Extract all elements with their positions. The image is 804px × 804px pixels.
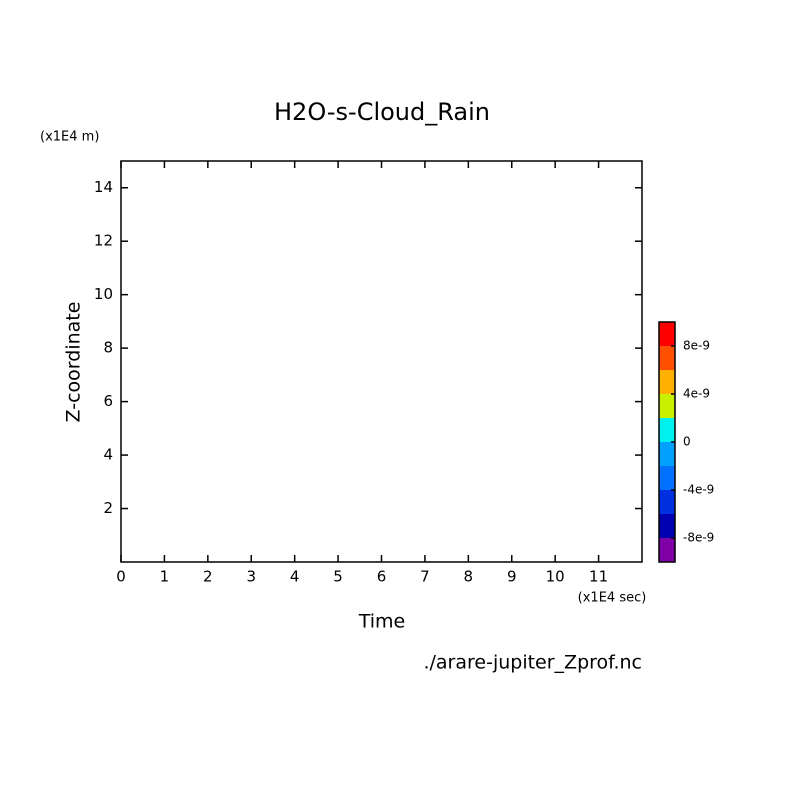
colorbar-tick-label: -4e-9 <box>683 483 714 497</box>
colorbar-tick-label: -8e-9 <box>683 531 714 545</box>
x-tick-label: 6 <box>377 568 387 586</box>
y-tick-label: 14 <box>94 178 113 196</box>
colorbar-segment <box>659 418 675 442</box>
y-tick-label: 10 <box>94 285 113 303</box>
y-tick-label: 12 <box>94 232 113 250</box>
y-unit: (x1E4 m) <box>40 130 99 145</box>
x-axis-label: Time <box>358 611 406 633</box>
colorbar-segment <box>659 346 675 370</box>
x-tick-label: 1 <box>160 568 170 586</box>
colorbar-segment <box>659 322 675 346</box>
colorbar-segment <box>659 442 675 466</box>
x-tick-label: 2 <box>203 568 213 586</box>
y-tick-label: 2 <box>103 499 113 517</box>
source-label: ./arare-jupiter_Zprof.nc <box>423 652 642 674</box>
chart-title: H2O-s-Cloud_Rain <box>274 98 490 126</box>
y-tick-label: 4 <box>103 446 113 464</box>
colorbar-segment <box>659 538 675 562</box>
x-tick-label: 8 <box>464 568 474 586</box>
colorbar-segment <box>659 370 675 394</box>
colorbar-tick-label: 0 <box>683 435 691 449</box>
x-tick-label: 7 <box>420 568 430 586</box>
y-tick-label: 6 <box>103 392 113 410</box>
colorbar-segment <box>659 466 675 490</box>
x-tick-label: 11 <box>589 568 608 586</box>
y-tick-label: 8 <box>103 339 113 357</box>
x-tick-label: 3 <box>246 568 256 586</box>
x-tick-label: 9 <box>507 568 517 586</box>
y-axis-label: Z-coordinate <box>63 302 85 423</box>
x-tick-label: 5 <box>333 568 343 586</box>
x-tick-label: 0 <box>116 568 126 586</box>
colorbar-segment <box>659 394 675 418</box>
colorbar-tick-label: 8e-9 <box>683 339 710 353</box>
x-tick-label: 10 <box>546 568 565 586</box>
colorbar-segment <box>659 514 675 538</box>
plot-frame <box>120 160 643 563</box>
colorbar-tick-label: 4e-9 <box>683 387 710 401</box>
x-tick-label: 4 <box>290 568 300 586</box>
colorbar-segment <box>659 490 675 514</box>
x-unit: (x1E4 sec) <box>578 591 647 606</box>
